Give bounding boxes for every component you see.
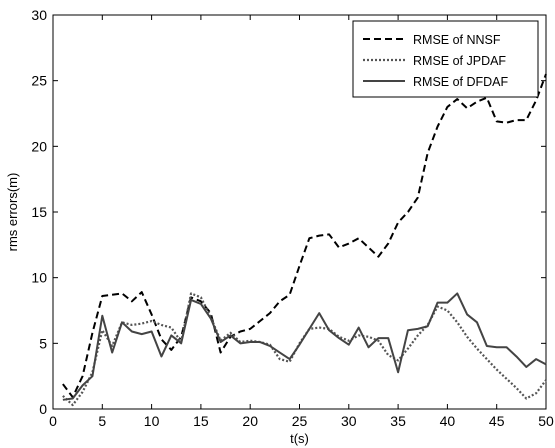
y-tick-label: 0 xyxy=(39,401,47,417)
series-layer xyxy=(62,73,547,407)
y-tick-label: 10 xyxy=(31,270,47,286)
x-tick-label: 35 xyxy=(390,413,406,429)
x-tick-label: 10 xyxy=(144,413,160,429)
x-tick-label: 20 xyxy=(242,413,258,429)
x-tick-label: 50 xyxy=(538,413,554,429)
axes: 0 5 10 15 20 25 30 35 40 45 50 0 5 10 15 20 25 30 xyxy=(31,7,554,429)
x-tick-label: 15 xyxy=(193,413,209,429)
y-tick-label: 5 xyxy=(39,335,47,351)
x-tick-label: 45 xyxy=(489,413,505,429)
series-line-2 xyxy=(62,292,547,407)
x-tick-label: 5 xyxy=(98,413,106,429)
legend-label: RMSE of JPDAF xyxy=(413,54,506,68)
y-tick-label: 20 xyxy=(31,138,47,154)
x-tick-label: 0 xyxy=(49,413,57,429)
x-axis-label: t(s) xyxy=(290,431,309,446)
y-tick-label: 15 xyxy=(31,204,47,220)
legend-label: RMSE of NNSF xyxy=(413,33,501,47)
legend-label: RMSE of DFDAF xyxy=(413,75,509,89)
legend: RMSE of NNSF RMSE of JPDAF RMSE of DFDAF xyxy=(352,20,539,98)
y-axis-label: rms errors(m) xyxy=(5,173,20,252)
x-tick-label: 30 xyxy=(341,413,357,429)
x-tick-label: 40 xyxy=(440,413,456,429)
series-line-3 xyxy=(62,292,547,401)
y-tick-label: 30 xyxy=(31,7,47,23)
series-line-1 xyxy=(62,73,547,399)
y-tick-label: 25 xyxy=(31,73,47,89)
x-tick-label: 25 xyxy=(292,413,308,429)
